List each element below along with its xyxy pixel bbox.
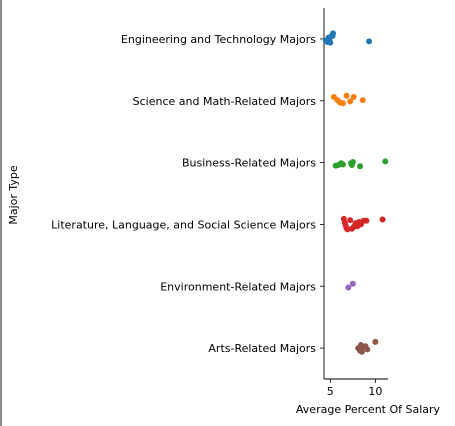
- y-axis-label: Major Type: [7, 165, 20, 225]
- data-point: [357, 163, 363, 169]
- data-points: [323, 30, 388, 354]
- data-point: [347, 217, 353, 223]
- data-point: [364, 346, 370, 352]
- y-tick-label: Science and Math-Related Majors: [133, 95, 317, 108]
- y-tick-label: Literature, Language, and Social Science…: [51, 218, 316, 231]
- data-point: [382, 158, 388, 164]
- data-point: [366, 38, 372, 44]
- data-point: [340, 161, 346, 167]
- data-point: [360, 97, 366, 103]
- y-tick-label: Business-Related Majors: [182, 157, 316, 170]
- data-point: [363, 218, 369, 224]
- data-point: [350, 281, 356, 287]
- x-tick-label: 10: [368, 385, 382, 398]
- x-axis-label: Average Percent Of Salary: [296, 403, 441, 416]
- data-point: [340, 100, 346, 106]
- y-tick-label: Arts-Related Majors: [208, 342, 316, 355]
- axes: [324, 8, 388, 379]
- data-point: [327, 40, 333, 46]
- data-point: [351, 94, 357, 100]
- y-tick-label: Engineering and Technology Majors: [121, 33, 316, 46]
- data-point: [349, 162, 355, 168]
- data-point: [344, 93, 350, 99]
- y-tick-label: Environment-Related Majors: [160, 280, 316, 293]
- x-tick-label: 5: [327, 385, 334, 398]
- data-point: [380, 216, 386, 222]
- data-point: [372, 339, 378, 345]
- data-point: [330, 33, 336, 39]
- y-axis-ticks: Engineering and Technology Majors Science…: [51, 33, 324, 355]
- x-axis-ticks: 5 10: [327, 379, 383, 398]
